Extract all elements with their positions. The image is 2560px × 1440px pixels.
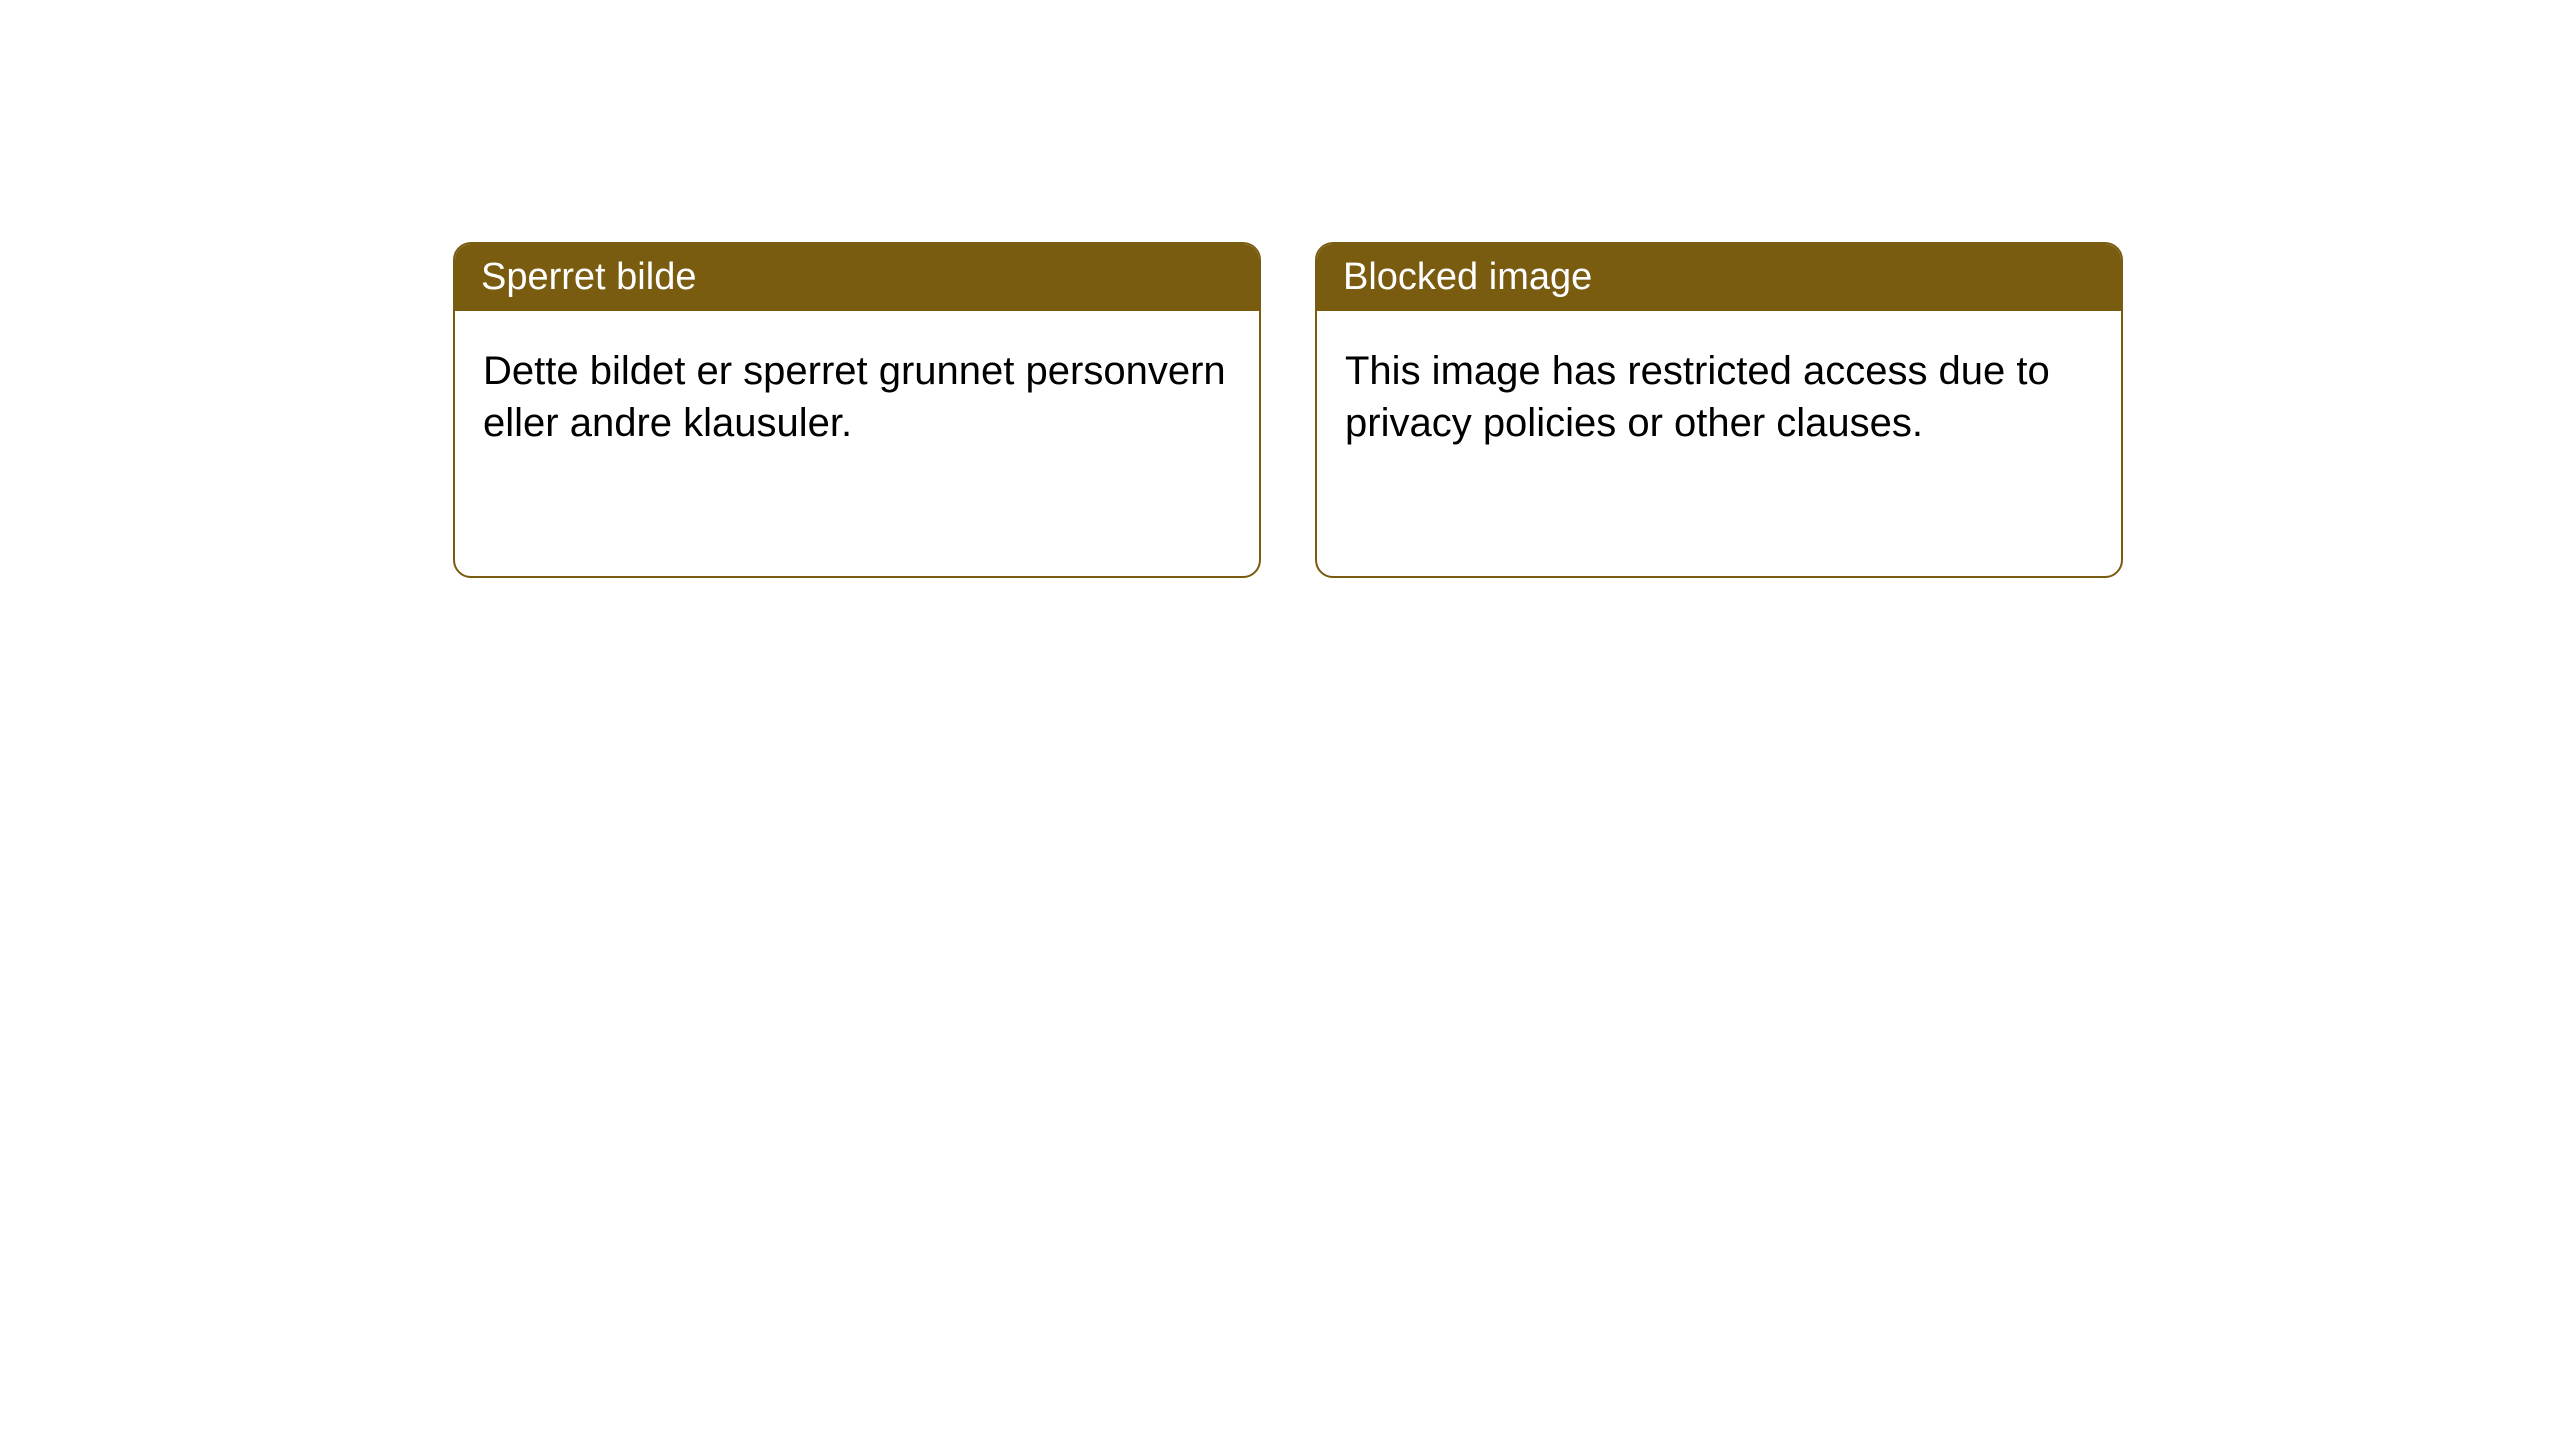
notice-card-norwegian: Sperret bilde Dette bildet er sperret gr…: [453, 242, 1261, 578]
card-body-text: This image has restricted access due to …: [1345, 349, 2050, 445]
card-title: Blocked image: [1343, 256, 1592, 298]
card-title: Sperret bilde: [481, 256, 696, 298]
card-header: Blocked image: [1317, 244, 2121, 311]
notice-cards-container: Sperret bilde Dette bildet er sperret gr…: [453, 242, 2123, 578]
card-header: Sperret bilde: [455, 244, 1259, 311]
card-body-text: Dette bildet er sperret grunnet personve…: [483, 349, 1226, 445]
card-body: Dette bildet er sperret grunnet personve…: [455, 311, 1259, 483]
card-body: This image has restricted access due to …: [1317, 311, 2121, 483]
notice-card-english: Blocked image This image has restricted …: [1315, 242, 2123, 578]
